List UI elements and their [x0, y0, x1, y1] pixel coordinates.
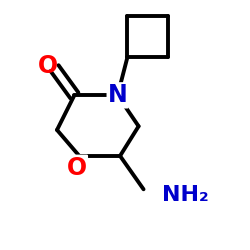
Text: N: N: [108, 83, 128, 107]
Text: O: O: [67, 156, 87, 180]
Text: NH₂: NH₂: [162, 186, 209, 206]
Text: O: O: [38, 54, 58, 78]
